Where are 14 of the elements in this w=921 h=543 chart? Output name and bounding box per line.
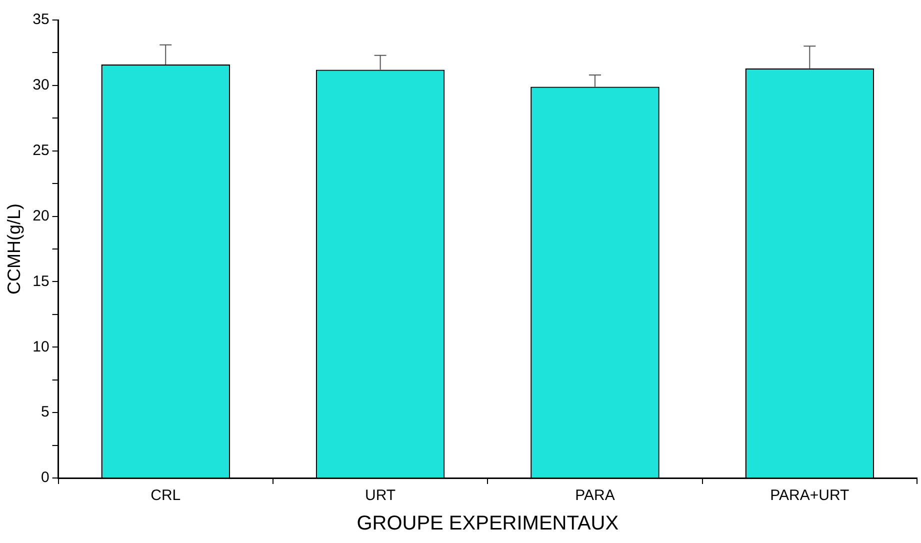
y-tick-label: 20 bbox=[32, 207, 50, 224]
y-tick-label: 5 bbox=[40, 404, 50, 421]
y-tick-label: 30 bbox=[32, 76, 50, 94]
y-tick-label: 15 bbox=[32, 272, 50, 290]
x-tick-label: PARA bbox=[575, 487, 615, 504]
y-tick-label: 25 bbox=[32, 142, 50, 159]
x-tick-label: CRL bbox=[150, 487, 181, 504]
y-tick-label: 35 bbox=[32, 11, 50, 28]
x-tick-label: URT bbox=[365, 487, 396, 504]
x-axis-title: GROUPE EXPERIMENTAUX bbox=[356, 512, 619, 535]
y-tick-label: 0 bbox=[40, 469, 50, 486]
x-tick-label: PARA+URT bbox=[770, 487, 850, 504]
y-axis-title: CCMH(g/L) bbox=[4, 203, 24, 295]
y-tick-label: 10 bbox=[32, 338, 50, 356]
